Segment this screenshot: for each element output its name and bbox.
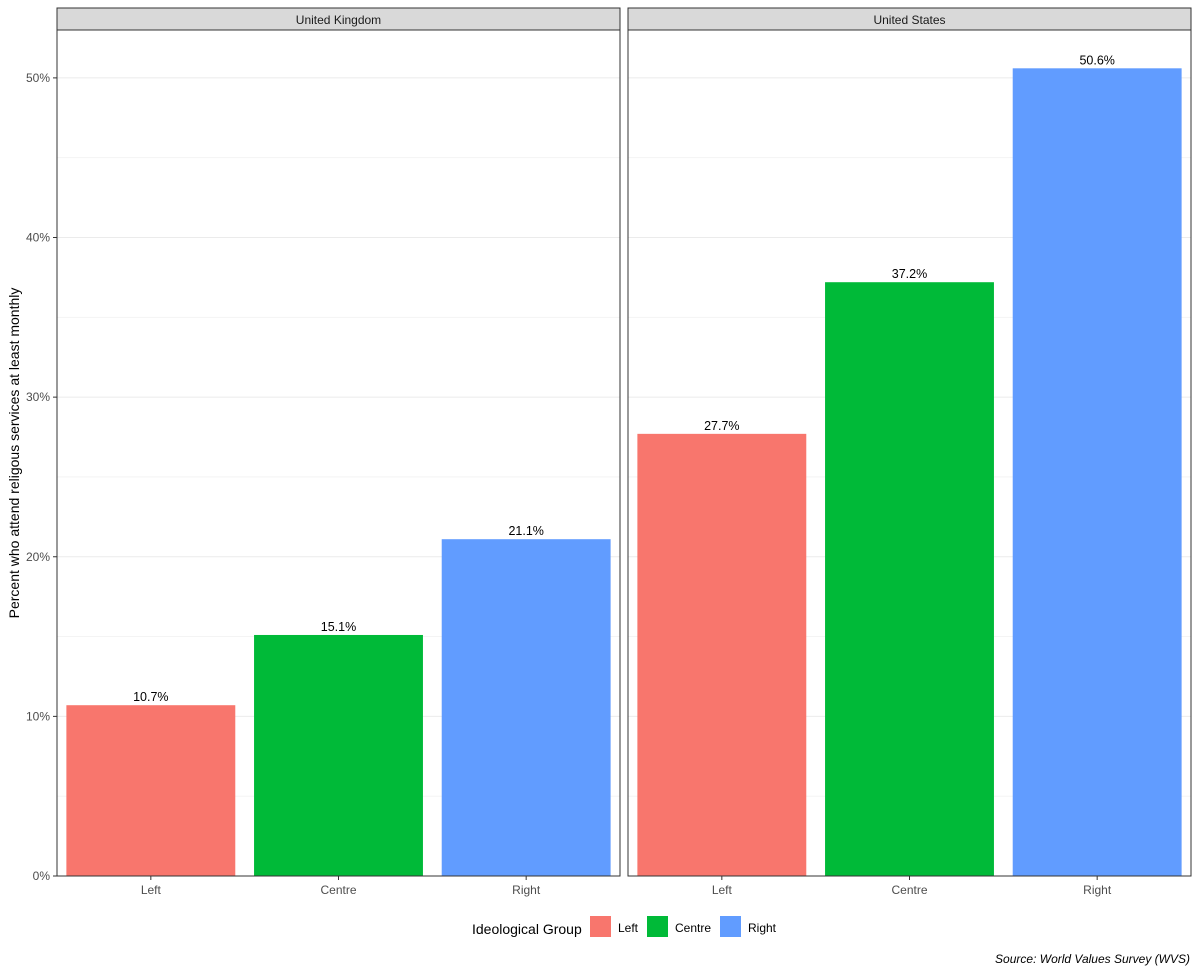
bar-left bbox=[637, 433, 807, 876]
facet-panel: United States 27.7% Left 37.2% Centre 50.6% Ri… bbox=[627, 7, 1192, 897]
bar-value-label: 37.2% bbox=[892, 267, 927, 281]
legend-label: Left bbox=[618, 921, 639, 935]
bar-left bbox=[66, 705, 236, 876]
y-tick-label: 20% bbox=[26, 550, 50, 564]
bar-value-label: 10.7% bbox=[133, 690, 168, 704]
caption: Source: World Values Survey (WVS) bbox=[995, 952, 1190, 966]
panel-border bbox=[627, 29, 1192, 877]
bar-value-label: 50.6% bbox=[1079, 53, 1114, 67]
bar-value-label: 21.1% bbox=[508, 524, 543, 538]
y-tick-label: 30% bbox=[26, 390, 50, 404]
legend-title: Ideological Group bbox=[472, 921, 582, 937]
bar-right bbox=[1012, 68, 1182, 876]
x-tick-label: Right bbox=[1083, 883, 1112, 897]
x-tick-label: Left bbox=[712, 883, 733, 897]
bar-centre bbox=[825, 282, 994, 877]
legend-label: Centre bbox=[675, 921, 711, 935]
facet-strip-label: United Kingdom bbox=[296, 13, 381, 27]
y-tick-label: 40% bbox=[26, 231, 50, 245]
panel-border bbox=[56, 29, 621, 877]
y-tick-label: 10% bbox=[26, 709, 50, 723]
bar-value-label: 15.1% bbox=[321, 620, 356, 634]
bar-right bbox=[441, 539, 611, 876]
legend-key-right bbox=[720, 916, 741, 937]
facet-panel: United Kingdom 10.7% Left 15.1% Centre 21.1% R… bbox=[56, 7, 621, 897]
bar-centre bbox=[254, 634, 423, 876]
legend-label: Right bbox=[748, 921, 777, 935]
x-tick-label: Right bbox=[512, 883, 541, 897]
y-axis-title: Percent who attend religous services at … bbox=[6, 288, 22, 619]
x-tick-label: Left bbox=[141, 883, 162, 897]
bar-value-label: 27.7% bbox=[704, 419, 739, 433]
facet-strip-label: United States bbox=[873, 13, 945, 27]
y-tick-label: 50% bbox=[26, 71, 50, 85]
legend: Ideological Group Left Centre Right bbox=[472, 916, 777, 937]
legend-key-left bbox=[590, 916, 611, 937]
x-tick-label: Centre bbox=[320, 883, 356, 897]
legend-key-centre bbox=[647, 916, 668, 937]
y-tick-label: 0% bbox=[33, 869, 51, 883]
x-tick-label: Centre bbox=[891, 883, 927, 897]
